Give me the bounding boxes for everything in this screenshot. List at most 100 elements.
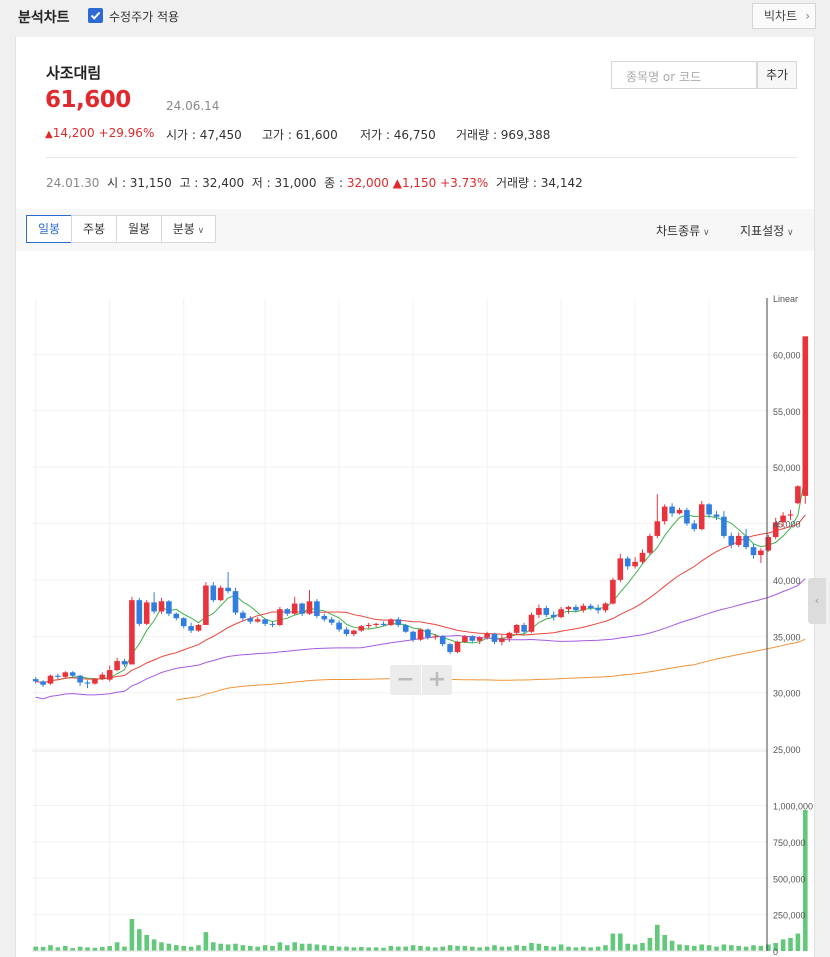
side-panel-toggle[interactable]: ‹: [808, 578, 826, 624]
candle-body: [772, 522, 779, 538]
chevron-right-icon: ›: [805, 9, 810, 23]
search-placeholder: 종목명 or 코드: [626, 70, 702, 84]
volume-bar: [788, 937, 793, 951]
volume-bar: [388, 945, 394, 951]
candle-body: [728, 535, 735, 545]
volume-bar: [322, 945, 327, 951]
up-triangle-icon: ▲: [392, 176, 402, 190]
adjusted-price-checkbox[interactable]: [88, 8, 103, 23]
indicator-settings-dropdown[interactable]: 지표설정 ∨: [740, 222, 794, 239]
period-tab-daily[interactable]: 일봉: [26, 215, 72, 243]
candle-body: [454, 641, 461, 653]
volume-bar: [85, 947, 90, 951]
chevron-left-icon: ‹: [814, 594, 820, 607]
candle-body: [469, 636, 476, 641]
candle-body: [188, 626, 194, 631]
volume-bar: [640, 943, 645, 951]
candle-body: [758, 550, 764, 556]
period-tab-weekly[interactable]: 주봉: [71, 215, 117, 243]
candle-body: [99, 674, 106, 680]
chart-grid: [32, 298, 767, 951]
volume-bar: [151, 939, 157, 951]
zoom-control: − +: [390, 665, 452, 695]
volume-bar: [40, 946, 46, 951]
stock-search-input[interactable]: 종목명 or 코드: [611, 61, 757, 89]
volume-bar: [470, 946, 475, 951]
low-info: 저가 : 46,750: [360, 128, 436, 142]
volume-bar: [425, 946, 431, 951]
volume-bar: [647, 937, 653, 951]
crosshair-high: 32,400: [202, 176, 245, 190]
volume-bar: [507, 946, 512, 951]
candle-body: [669, 506, 675, 514]
crosshair-info: 24.01.30 시 : 31,150 고 : 32,400 저 : 31,00…: [46, 176, 583, 190]
volume-bar: [536, 943, 542, 951]
candle-body: [284, 609, 291, 614]
candle-body: [240, 612, 246, 619]
crosshair-close: 32,000: [346, 176, 389, 190]
chart-type-dropdown[interactable]: 차트종류 ∨: [656, 222, 710, 239]
candle-body: [358, 626, 365, 631]
volume-bar: [433, 947, 438, 951]
candle-body: [306, 601, 313, 614]
zoom-in-button[interactable]: +: [421, 665, 452, 695]
candle-body: [203, 585, 209, 625]
volume-bar: [721, 944, 727, 951]
volume-bar: [766, 944, 771, 951]
volume-bar: [773, 943, 778, 951]
stock-name: 사조대림: [46, 64, 102, 82]
candle-body: [425, 629, 431, 638]
volume-bar: [558, 944, 564, 951]
volume-bar: [795, 933, 801, 951]
indicator-label: 지표설정: [740, 224, 785, 238]
price-tick-label: 30,000: [773, 689, 801, 699]
volume-tick-label: 750,000: [773, 838, 806, 848]
candle-body: [143, 602, 150, 624]
volume-bar: [440, 946, 445, 951]
candle-body: [114, 661, 120, 671]
candlesticks: [32, 336, 809, 689]
candle-body: [269, 623, 276, 625]
volume-bar: [595, 946, 601, 951]
volume-info: 거래량 : 969,388: [456, 128, 551, 142]
crosshair-date: 24.01.30: [46, 176, 100, 190]
crosshair-change: 1,150: [401, 176, 437, 190]
candle-body: [632, 561, 638, 567]
candle-body: [247, 618, 254, 622]
volume-bar: [758, 945, 764, 951]
stock-chart[interactable]: 60,000 55,000 50,000 45,000 40,000 35,000 30,0…: [16, 251, 814, 957]
candle-body: [587, 605, 594, 609]
candle-body: [506, 632, 513, 639]
candle-body: [158, 601, 165, 612]
change-amount: 14,200: [52, 126, 95, 140]
candle-body: [484, 633, 490, 638]
chevron-down-icon: ∨: [784, 228, 794, 238]
candle-body: [780, 515, 786, 523]
candle-body: [92, 679, 98, 684]
period-tab-monthly[interactable]: 월봉: [116, 215, 162, 243]
volume-bar: [166, 943, 172, 951]
period-tab-minute[interactable]: 분봉 ∨: [161, 215, 216, 243]
candle-body: [136, 600, 143, 624]
candle-body: [661, 506, 668, 522]
add-stock-button[interactable]: 추가: [757, 61, 797, 89]
candle-body: [595, 608, 601, 611]
price-tick-label: 60,000: [773, 350, 801, 360]
volume-bar: [188, 946, 194, 951]
zoom-out-button[interactable]: −: [396, 667, 415, 692]
chart-type-label: 차트종류: [656, 224, 701, 238]
candle-body: [536, 608, 542, 615]
volume-bar: [381, 947, 386, 951]
volume-bar: [373, 947, 379, 951]
candle-body: [402, 624, 409, 632]
candle-body: [698, 504, 705, 530]
volume-tick-label: 0: [773, 947, 778, 957]
volume-bar: [447, 945, 453, 951]
big-chart-button[interactable]: 빅차트 ›: [752, 3, 816, 29]
candle-body: [750, 547, 757, 556]
volume-bar: [484, 946, 490, 951]
candle-body: [499, 638, 505, 642]
volume-bar: [529, 943, 534, 951]
candle-body: [743, 535, 749, 548]
adjusted-price-label[interactable]: 수정주가 적용: [109, 10, 180, 24]
